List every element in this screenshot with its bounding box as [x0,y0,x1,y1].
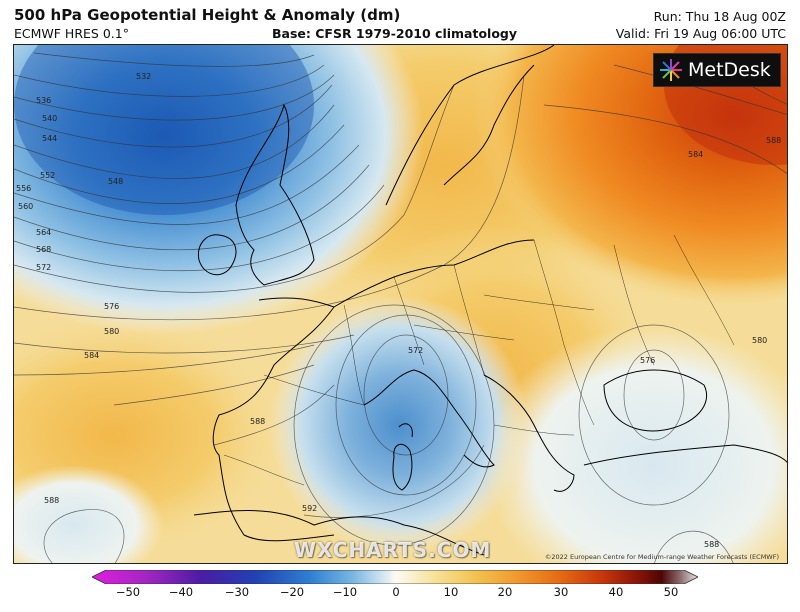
metdesk-logo-text: MetDesk [688,59,771,81]
contour-label: 576 [104,302,119,311]
colorbar-tick: −20 [279,585,305,599]
colorbar-tick: 0 [392,585,400,599]
contour-label: 584 [84,351,99,360]
wxcharts-watermark: WXCHARTS.COM [294,538,492,562]
colorbar-svg [91,569,699,585]
contour-label: 568 [36,245,51,254]
contour-label: 552 [40,171,55,180]
country-borders [223,234,735,486]
chart-title: 500 hPa Geopotential Height & Anomaly (d… [14,6,401,24]
contour-label: 560 [18,202,33,211]
ecmwf-copyright: ©2022 European Centre for Medium-range W… [544,553,779,561]
valid-time-label: Valid: Fri 19 Aug 06:00 UTC [615,26,786,41]
metdesk-logo: MetDesk [653,53,781,87]
contour-label: 540 [42,114,57,123]
contour-label: 584 [688,150,703,159]
metdesk-logo-icon [660,59,682,81]
contour-label: 556 [16,184,31,193]
contour-label: 532 [136,72,151,81]
contour-label: 564 [36,228,51,237]
contour-label: 588 [44,496,59,505]
colorbar-tick: 30 [553,585,569,599]
contour-label: 548 [108,177,123,186]
contour-label: 572 [408,346,423,355]
contour-label: 588 [704,540,719,549]
run-time-label: Run: Thu 18 Aug 00Z [653,9,786,24]
contour-label: 588 [766,136,781,145]
colorbar-ticks: −50 −40 −30 −20 −10 0 10 20 30 40 50 [92,585,698,601]
contour-label: 544 [42,134,57,143]
contour-label: 592 [302,504,317,513]
anomaly-map: 532 536 540 544 548 552 556 560 564 568 … [14,45,787,563]
colorbar-tick: 10 [443,585,459,599]
colorbar-tick: −40 [168,585,194,599]
contour-label: 580 [752,336,767,345]
anomaly-colorbar [91,569,699,585]
colorbar-tick: 50 [663,585,679,599]
colorbar-tick: 20 [497,585,513,599]
colorbar-tick: −50 [115,585,141,599]
contour-label: 588 [250,417,265,426]
coastlines [193,45,787,556]
base-climatology-label: Base: CFSR 1979-2010 climatology [272,26,518,41]
colorbar-tick: −30 [224,585,250,599]
contour-label: 576 [640,356,655,365]
contour-label: 572 [36,263,51,272]
contour-label: 536 [36,96,51,105]
colorbar-tick: −10 [332,585,358,599]
contour-labels: 532 536 540 544 548 552 556 560 564 568 … [16,72,781,549]
contour-label: 580 [104,327,119,336]
colorbar-tick: 40 [608,585,624,599]
map-panel[interactable]: 532 536 540 544 548 552 556 560 564 568 … [13,44,788,564]
height-contours [14,52,787,446]
model-label: ECMWF HRES 0.1° [14,26,129,41]
